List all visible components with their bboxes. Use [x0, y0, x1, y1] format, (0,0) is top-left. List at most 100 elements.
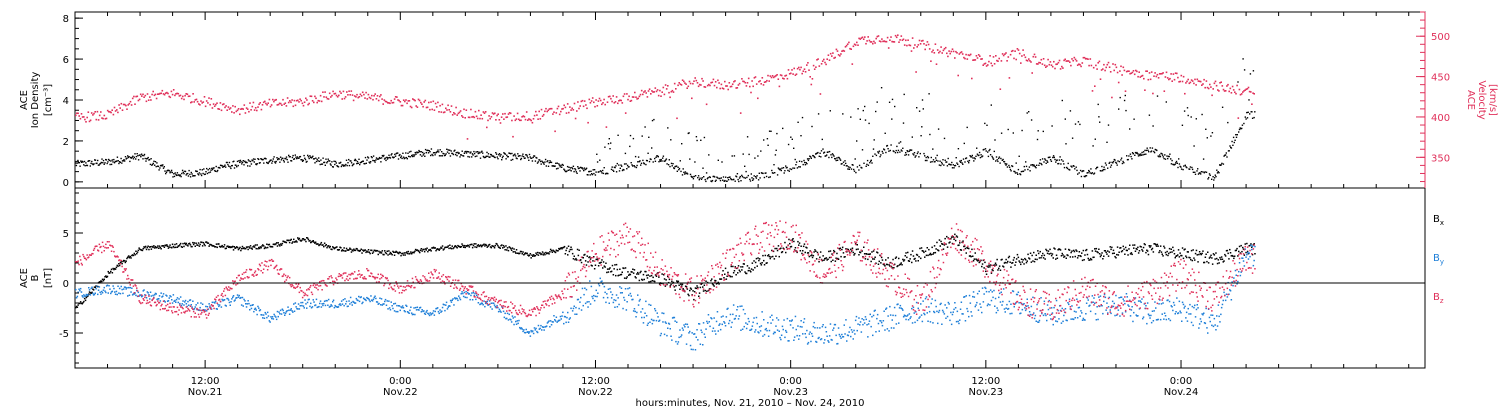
velocity-point [188, 95, 191, 97]
density-point [449, 155, 452, 157]
velocity-point [162, 93, 165, 95]
field-point-bx [94, 286, 96, 289]
velocity-point [1057, 61, 1060, 64]
field-point-bx [630, 271, 632, 273]
field-point-by [418, 309, 420, 311]
velocity-point [1122, 66, 1125, 69]
field-point-bx [679, 288, 681, 290]
field-point-by [578, 307, 580, 310]
density-point [629, 134, 632, 137]
field-point-by [255, 309, 257, 311]
velocity-point [536, 114, 538, 116]
density-point [262, 158, 264, 161]
density-point [686, 172, 688, 174]
velocity-point [913, 47, 915, 49]
velocity-point [920, 40, 923, 42]
field-point-by [676, 343, 679, 345]
density-point [189, 176, 192, 178]
field-point-by [646, 324, 649, 326]
field-point-bx [1157, 245, 1159, 247]
velocity-point [350, 90, 353, 92]
density-point [776, 132, 778, 135]
field-point-bx [1188, 256, 1190, 259]
density-point [987, 155, 990, 158]
field-point-bx [349, 248, 352, 250]
density-point [146, 157, 149, 160]
density-point [233, 160, 235, 162]
velocity-point [390, 99, 392, 102]
field-point-bx [199, 243, 201, 246]
density-point [560, 164, 562, 167]
field-point-by [577, 298, 580, 301]
density-point [1164, 158, 1167, 160]
field-point-by [77, 291, 79, 293]
density-point [156, 162, 158, 164]
density-point [714, 180, 717, 182]
density-point [1159, 155, 1162, 158]
field-point-by [460, 293, 462, 295]
field-point-bx [179, 242, 182, 245]
velocity-point [126, 108, 128, 110]
field-point-bx [1226, 249, 1229, 252]
velocity-point [1222, 88, 1225, 91]
velocity-point [455, 106, 457, 109]
field-point-by [223, 299, 226, 301]
density-point [1144, 149, 1146, 152]
velocity-point [867, 36, 869, 38]
field-point-bx [515, 249, 518, 251]
field-point-bx [319, 243, 322, 245]
density-point [940, 161, 943, 164]
density-point [814, 156, 816, 159]
field-point-bx [500, 244, 502, 247]
field-point-by [545, 325, 547, 328]
field-point-bx [905, 252, 907, 254]
density-point [110, 160, 112, 162]
field-point-by [703, 333, 706, 335]
velocity-point [432, 100, 435, 103]
velocity-point [875, 37, 877, 40]
density-point [684, 173, 686, 175]
density-point [536, 157, 538, 159]
field-point-bx [624, 267, 627, 269]
velocity-point [101, 117, 103, 119]
density-point [405, 156, 408, 159]
field-point-bx [847, 248, 850, 251]
density-point [659, 160, 662, 162]
field-point-by [667, 327, 669, 329]
density-point [640, 162, 643, 164]
velocity-point [323, 96, 325, 98]
field-point-by [108, 285, 110, 287]
velocity-point [784, 75, 786, 77]
density-point [1146, 147, 1148, 149]
density-point [1213, 179, 1215, 181]
density-point [171, 171, 173, 174]
density-point [358, 158, 360, 160]
density-point [599, 159, 601, 161]
field-point-by [436, 307, 439, 309]
field-point-bx [1161, 253, 1163, 255]
density-point [1212, 176, 1214, 178]
velocity-point [286, 97, 289, 99]
velocity-point [984, 62, 987, 65]
field-point-by [780, 338, 782, 341]
field-point-bx [563, 245, 566, 248]
field-point-by [314, 304, 316, 307]
field-point-by [454, 298, 457, 300]
density-point [391, 153, 393, 155]
density-point [288, 156, 291, 158]
velocity-point [1082, 56, 1085, 59]
field-point-by [357, 299, 359, 302]
density-point [776, 174, 779, 176]
velocity-point [491, 112, 494, 114]
density-point [122, 160, 124, 162]
density-point [129, 156, 132, 159]
field-point-by [322, 304, 324, 307]
density-point [244, 160, 246, 162]
field-point-by [610, 297, 613, 299]
field-point-by [451, 299, 453, 301]
density-point [1228, 150, 1230, 152]
field-point-bx [1057, 249, 1059, 251]
density-point [1099, 121, 1101, 123]
field-point-by [798, 335, 801, 337]
field-point-by [403, 310, 406, 312]
